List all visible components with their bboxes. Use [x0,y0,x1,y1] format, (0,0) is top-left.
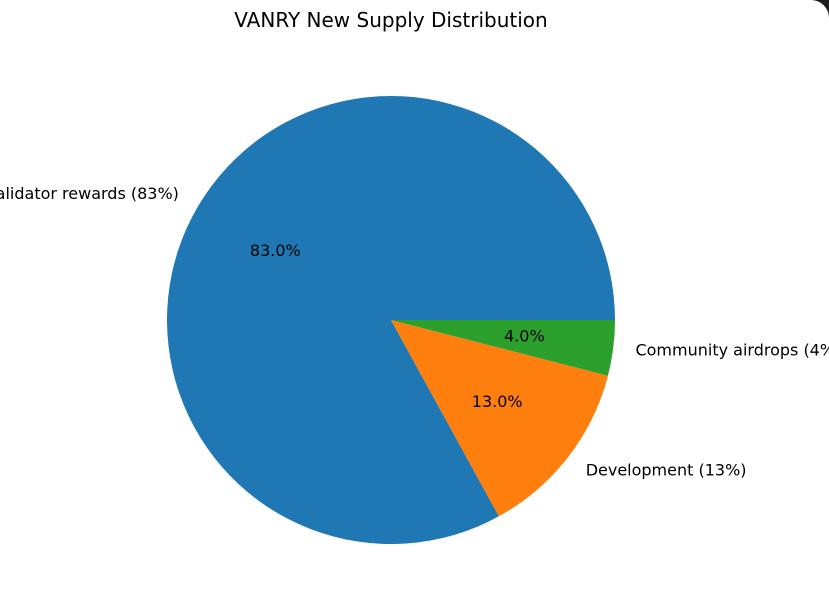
pct-label-community-airdrops: 4.0% [504,326,545,345]
pie-slice-development [391,320,608,517]
pie-slices [167,96,615,544]
chart-title: VANRY New Supply Distribution [234,8,548,32]
pct-label-development: 13.0% [472,392,523,411]
pie-labels: 83.0% Validator rewards (83%) 13.0% Develop… [0,184,829,479]
slice-label-validator-rewards: Validator rewards (83%) [0,184,179,203]
slice-label-community-airdrops: Community airdrops (4%) [635,340,829,359]
pct-label-validator-rewards: 83.0% [250,241,301,260]
slice-label-development: Development (13%) [586,461,747,480]
pie-slice-community-airdrops [391,320,615,376]
